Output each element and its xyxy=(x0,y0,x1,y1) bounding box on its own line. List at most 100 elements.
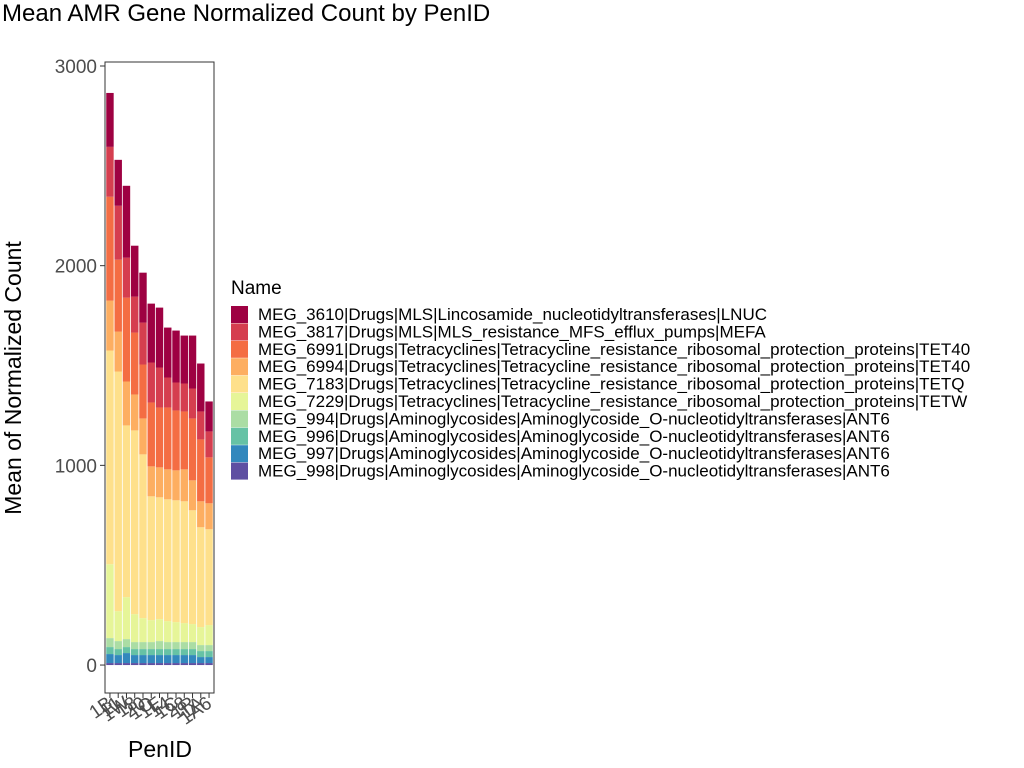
bar-segment-1E-3 xyxy=(155,641,164,650)
bar-segment-1C-5 xyxy=(172,500,180,623)
bar-segment-1R-5 xyxy=(188,510,197,625)
bar-segment-1B-5 xyxy=(106,350,114,565)
bar-segment-1E-8 xyxy=(155,367,164,408)
bar-segment-20-6 xyxy=(139,418,147,455)
bar-segment-1B-2 xyxy=(106,647,114,655)
bar-segment-20-0 xyxy=(139,663,147,666)
bar-segment-1E-0 xyxy=(155,663,164,666)
bar-segment-1W-6 xyxy=(122,381,131,426)
bar-segment-1E-5 xyxy=(155,497,164,620)
bar-segment-1C-2 xyxy=(172,649,180,656)
legend-label: MEG_3610|Drugs|MLS|Lincosamide_nucleotid… xyxy=(258,305,767,324)
bar-segment-14-7 xyxy=(164,407,172,470)
bar-segment-20-4 xyxy=(139,618,147,643)
bar-segment-18-7 xyxy=(131,332,139,395)
bar-segment-1C-4 xyxy=(172,622,180,643)
y-tick-label: 1000 xyxy=(55,456,97,477)
legend-key xyxy=(231,462,248,480)
bar-segment-1W-2 xyxy=(122,647,131,654)
bar-segment-11-5 xyxy=(114,371,122,612)
bar-segment-28-3 xyxy=(180,642,188,650)
bar-segment-1B-6 xyxy=(106,300,114,351)
bar-segment-11-6 xyxy=(114,331,122,372)
chart-title: Mean AMR Gene Normalized Count by PenID xyxy=(2,0,491,27)
legend-key xyxy=(231,445,248,463)
bar-segment-11-2 xyxy=(114,649,122,656)
bar-segment-1E-4 xyxy=(155,619,164,642)
bar-segment-1O-4 xyxy=(147,620,155,643)
bar-segment-1W-0 xyxy=(122,663,131,666)
bar-segment-20-3 xyxy=(139,642,147,650)
bar-segment-1O-3 xyxy=(147,642,155,650)
bar-segment-1W-1 xyxy=(122,653,131,664)
bar-segment-11-7 xyxy=(114,259,122,332)
bar-segment-1B-3 xyxy=(106,638,114,648)
bar-segment-1B-4 xyxy=(106,564,114,639)
bar-segment-1O-7 xyxy=(147,402,155,467)
bar-segment-1A-5 xyxy=(197,527,205,628)
bar-segment-28-2 xyxy=(180,649,188,656)
bar-segment-1A-4 xyxy=(197,627,205,646)
bar-segment-11-8 xyxy=(114,205,122,260)
bar-segment-1E-2 xyxy=(155,649,164,656)
bar-segment-1E-9 xyxy=(155,307,164,368)
bar-segment-11-4 xyxy=(114,611,122,642)
bar-segment-1O-5 xyxy=(147,496,155,621)
bar-segment-1C-7 xyxy=(172,410,180,471)
bar-segment-1A6-0 xyxy=(205,663,213,666)
bar-segment-1W-5 xyxy=(122,425,131,598)
bar-segment-18-4 xyxy=(131,614,139,643)
bar-segment-18-3 xyxy=(131,642,139,650)
x-axis-title: PenID xyxy=(128,736,192,762)
bar-segment-18-8 xyxy=(131,296,139,333)
bar-segment-11-0 xyxy=(114,663,122,666)
bar-segment-28-0 xyxy=(180,663,188,666)
legend-key xyxy=(231,358,248,376)
legend: Name MEG_3610|Drugs|MLS|Lincosamide_nucl… xyxy=(231,278,970,481)
bar-segment-1B-1 xyxy=(106,654,114,664)
bar-segment-1C-8 xyxy=(172,382,180,411)
bar-segment-1C-1 xyxy=(172,655,180,664)
bar-segment-1R-8 xyxy=(188,388,197,419)
bar-segment-1B-7 xyxy=(106,196,114,301)
bar-segment-1R-6 xyxy=(188,480,197,511)
legend-key xyxy=(231,375,248,393)
bar-segment-1A6-4 xyxy=(205,625,213,646)
bar-segment-1A-6 xyxy=(197,501,205,528)
bar-segment-1R-4 xyxy=(188,624,197,643)
bar-segment-1A6-9 xyxy=(205,401,213,432)
bar-segment-28-7 xyxy=(180,411,188,470)
bar-segment-1W-9 xyxy=(122,185,131,258)
bar-segment-1W-8 xyxy=(122,257,131,298)
bar-segment-1A6-8 xyxy=(205,431,213,458)
bar-segment-1C-9 xyxy=(172,330,180,383)
bar-segment-1A6-1 xyxy=(205,657,213,664)
bar-segment-1C-0 xyxy=(172,663,180,666)
y-axis: 0 1000 2000 3000 xyxy=(55,57,105,677)
bar-segment-1W-4 xyxy=(122,597,131,640)
bar-segment-1O-9 xyxy=(147,303,155,363)
bar-segment-1A-9 xyxy=(197,363,205,412)
bar-segment-14-8 xyxy=(164,377,172,408)
bar-segment-1A6-5 xyxy=(205,529,213,626)
legend-items: MEG_3610|Drugs|MLS|Lincosamide_nucleotid… xyxy=(231,305,970,481)
legend-label: MEG_3817|Drugs|MLS|MLS_resistance_MFS_ef… xyxy=(258,322,766,341)
bar-segment-1O-0 xyxy=(147,663,155,666)
bar-segment-1O-2 xyxy=(147,649,155,656)
bar-segment-20-5 xyxy=(139,454,147,619)
bar-segment-1R-2 xyxy=(188,649,197,656)
y-tick-label: 2000 xyxy=(55,257,97,278)
legend-label: MEG_996|Drugs|Aminoglycosides|Aminoglyco… xyxy=(258,427,890,446)
bar-segment-11-1 xyxy=(114,655,122,664)
bar-segment-1E-6 xyxy=(155,467,164,498)
bar-segment-1A-3 xyxy=(197,645,205,652)
bar-segment-1B-0 xyxy=(106,663,114,666)
legend-title: Name xyxy=(231,278,282,299)
bar-segment-1R-9 xyxy=(188,335,197,389)
legend-key xyxy=(231,427,248,445)
bar-segment-1A-2 xyxy=(197,651,205,658)
bars-group xyxy=(106,92,213,666)
bar-segment-28-5 xyxy=(180,501,188,624)
bar-segment-1W-7 xyxy=(122,297,131,382)
